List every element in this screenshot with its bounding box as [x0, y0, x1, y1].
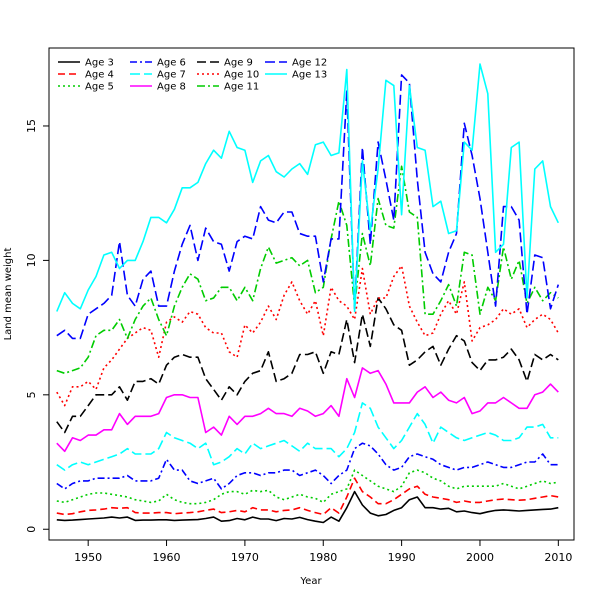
legend-label: Age 3: [85, 58, 114, 69]
series-line-age-3: [56, 490, 559, 524]
x-tick-label: 1990: [388, 551, 416, 564]
x-tick-label: 2010: [544, 551, 572, 564]
x-axis-title: Year: [299, 576, 322, 587]
y-tick-label: 10: [25, 253, 38, 267]
legend-label: Age 11: [224, 82, 259, 93]
x-tick-label: 1960: [153, 551, 181, 564]
series-layer: [56, 63, 560, 524]
legend-label: Age 9: [224, 58, 253, 69]
x-axis: 1950 1960 1970 1980 1990 2000 2010: [74, 540, 572, 564]
plot-frame: [48, 47, 575, 541]
series-line-age-13: [56, 63, 560, 313]
series-line-age-11: [56, 165, 559, 375]
y-axis-title: Land mean weight: [3, 248, 14, 341]
x-tick-label: 1970: [231, 551, 259, 564]
legend-label: Age 13: [292, 70, 327, 81]
series-line-age-9: [56, 297, 559, 434]
legend-label: Age 12: [292, 58, 327, 69]
series-line-age-7: [56, 402, 559, 471]
x-tick-label: 1980: [309, 551, 337, 564]
y-tick-label: 0: [25, 526, 38, 533]
legend-label: Age 10: [224, 70, 259, 81]
y-axis: 0 5 10 15: [25, 119, 49, 533]
y-tick-label: 15: [25, 119, 38, 133]
x-tick-label: 1950: [74, 551, 102, 564]
series-line-age-6: [56, 442, 559, 490]
legend-label: Age 8: [157, 82, 186, 93]
x-tick-label: 2000: [466, 551, 494, 564]
series-line-age-8: [56, 367, 559, 453]
legend-label: Age 7: [157, 70, 186, 81]
legend-label: Age 6: [157, 58, 186, 69]
y-tick-label: 5: [25, 391, 38, 398]
series-line-age-10: [56, 264, 559, 407]
legend-label: Age 5: [85, 82, 114, 93]
series-line-age-5: [56, 469, 559, 505]
legend-label: Age 4: [85, 70, 114, 81]
series-line-age-12: [56, 74, 560, 340]
series-line-age-4: [56, 477, 559, 516]
